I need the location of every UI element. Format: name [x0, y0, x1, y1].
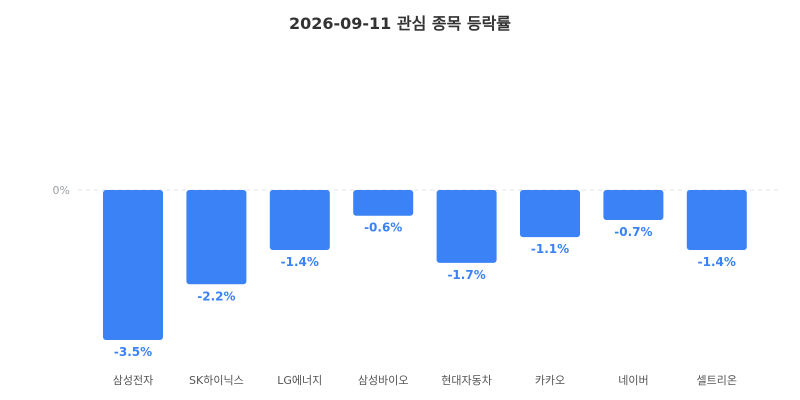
value-label-2: -2.2% [197, 289, 235, 303]
value-label-3: -1.4% [281, 255, 319, 269]
bar-5 [436, 190, 497, 263]
category-label-4: 삼성바이오 [358, 374, 409, 387]
category-label-6: 카카오 [535, 374, 565, 387]
value-label-1: -3.5% [114, 345, 152, 359]
category-label-8: 셀트리온 [697, 374, 737, 387]
category-label-1: 삼성전자 [113, 374, 153, 387]
bar-4 [353, 190, 414, 216]
bar-3 [269, 190, 330, 250]
category-label-5: 현대자동차 [441, 374, 492, 387]
y-tick-label: 0% [53, 184, 70, 197]
chart-title: 2026-09-11 관심 종목 등락률 [288, 14, 512, 33]
value-label-4: -0.6% [364, 221, 402, 235]
bar-1 [103, 190, 163, 340]
bar-8 [686, 190, 747, 250]
bars-group [103, 190, 747, 340]
value-label-6: -1.1% [531, 242, 569, 256]
value-labels-group: -3.5% -2.2% -1.4% -0.6% -1.7% -1.1% -0.7% -1.4% [114, 221, 736, 359]
bar-6 [520, 190, 580, 238]
category-labels-group: 삼성전자 SK하이닉스 LG에너지 삼성바이오 현대자동차 카카오 네이버 셀트리온 [113, 373, 737, 387]
value-label-7: -0.7% [614, 225, 652, 239]
bar-2 [186, 190, 247, 285]
value-label-8: -1.4% [698, 255, 736, 269]
category-label-7: 네이버 [618, 374, 648, 387]
category-label-2: SK하이닉스 [189, 373, 244, 387]
bar-7 [603, 190, 664, 220]
value-label-5: -1.7% [447, 268, 485, 282]
category-label-3: LG에너지 [277, 374, 322, 387]
